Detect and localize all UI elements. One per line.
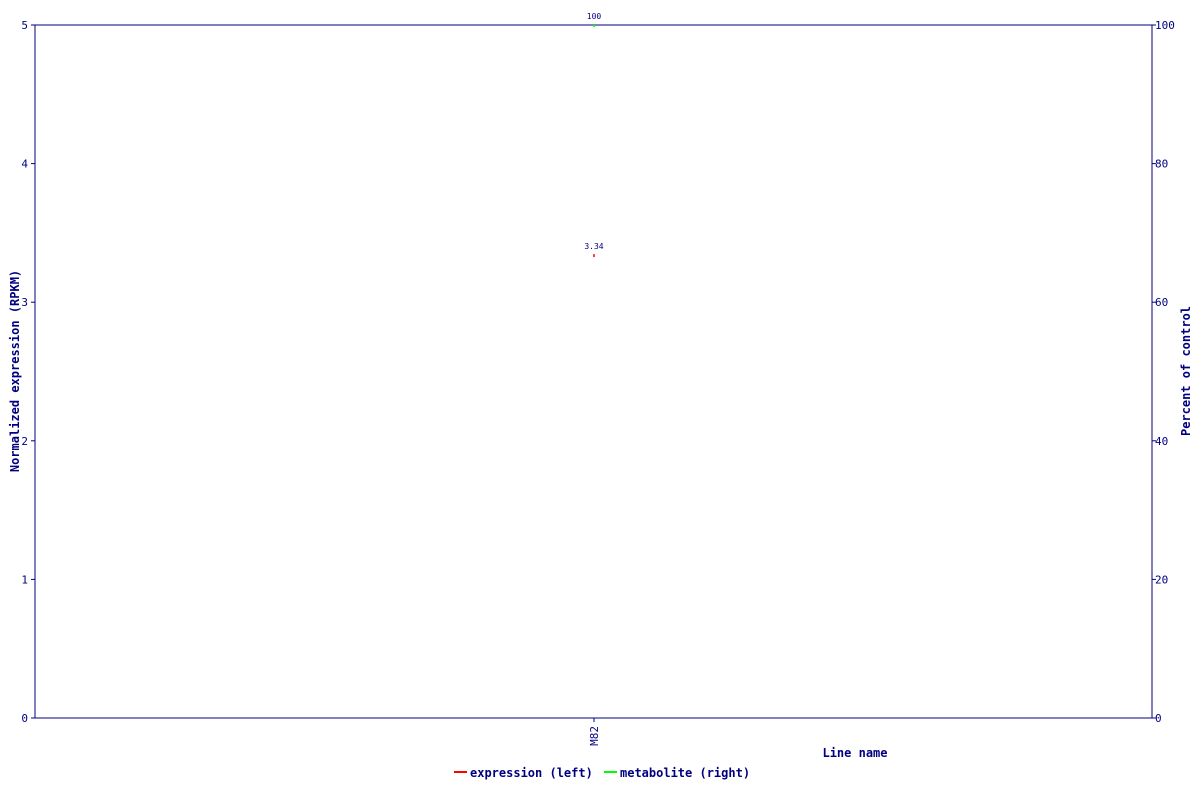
data-label: 3.34 bbox=[584, 242, 603, 251]
y-axis-label: Normalized expression (RPKM) bbox=[8, 270, 22, 472]
legend: expression (left) metabolite (right) bbox=[454, 766, 750, 780]
y-tick-label: 3 bbox=[21, 296, 28, 309]
plot-area bbox=[34, 24, 1153, 719]
y2-tick-label: 0 bbox=[1155, 712, 1162, 725]
y2-tick-label: 20 bbox=[1155, 573, 1168, 586]
legend-entry: metabolite (right) bbox=[620, 766, 750, 780]
x-axis-label: Line name bbox=[822, 746, 887, 760]
y2-tick-label: 80 bbox=[1155, 158, 1168, 171]
y-tick-label: 4 bbox=[21, 158, 28, 171]
y-tick-label: 5 bbox=[21, 19, 28, 32]
y2-axis-label: Percent of control bbox=[1179, 306, 1193, 436]
y2-tick-label: 40 bbox=[1155, 435, 1168, 448]
y-tick-label: 0 bbox=[21, 712, 28, 725]
y-tick-label: 2 bbox=[21, 435, 28, 448]
x-tick-label: M82 bbox=[588, 726, 601, 746]
y2-tick-label: 100 bbox=[1155, 19, 1175, 32]
y2-tick-label: 60 bbox=[1155, 296, 1168, 309]
data-label: 100 bbox=[587, 12, 602, 21]
y-tick-label: 1 bbox=[21, 573, 28, 586]
legend-entry: expression (left) bbox=[470, 766, 593, 780]
